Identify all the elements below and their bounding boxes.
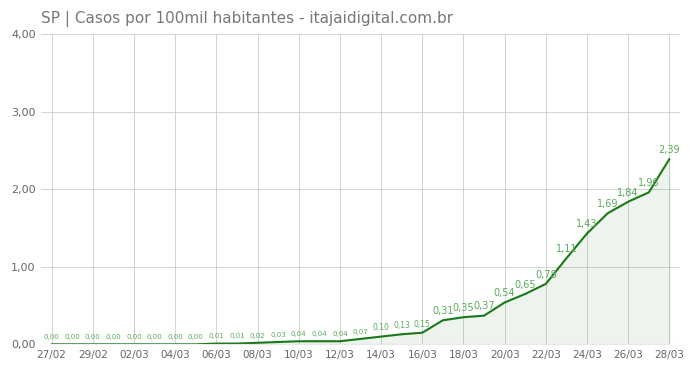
Text: 0,00: 0,00 bbox=[44, 334, 59, 340]
Text: 1,96: 1,96 bbox=[638, 178, 659, 188]
Text: 0,00: 0,00 bbox=[188, 334, 204, 340]
Text: 0,13: 0,13 bbox=[393, 321, 410, 330]
Text: 0,04: 0,04 bbox=[332, 331, 348, 337]
Text: 0,03: 0,03 bbox=[270, 332, 286, 338]
Text: 0,37: 0,37 bbox=[473, 302, 495, 312]
Text: 0,04: 0,04 bbox=[312, 331, 327, 337]
Text: 0,54: 0,54 bbox=[493, 288, 516, 298]
Text: 0,00: 0,00 bbox=[146, 334, 162, 340]
Text: 0,07: 0,07 bbox=[353, 329, 368, 335]
Text: 1,84: 1,84 bbox=[618, 187, 639, 197]
Text: 0,02: 0,02 bbox=[250, 333, 266, 339]
Text: 0,00: 0,00 bbox=[105, 334, 121, 340]
Text: 1,11: 1,11 bbox=[556, 244, 577, 254]
Text: 0,00: 0,00 bbox=[64, 334, 80, 340]
Text: 0,00: 0,00 bbox=[85, 334, 100, 340]
Text: 2,39: 2,39 bbox=[659, 145, 680, 155]
Text: 0,01: 0,01 bbox=[229, 334, 245, 339]
Text: 0,00: 0,00 bbox=[126, 334, 141, 340]
Text: 0,65: 0,65 bbox=[514, 280, 536, 290]
Text: 1,43: 1,43 bbox=[576, 219, 598, 229]
Text: 0,00: 0,00 bbox=[167, 334, 183, 340]
Text: 0,35: 0,35 bbox=[452, 303, 474, 313]
Text: 0,78: 0,78 bbox=[535, 270, 557, 280]
Text: 1,69: 1,69 bbox=[597, 199, 618, 209]
Text: 0,01: 0,01 bbox=[208, 334, 224, 339]
Text: 0,04: 0,04 bbox=[291, 331, 307, 337]
Text: 0,15: 0,15 bbox=[414, 319, 431, 329]
Text: 0,10: 0,10 bbox=[373, 324, 390, 332]
Text: 0,31: 0,31 bbox=[432, 306, 454, 316]
Text: SP | Casos por 100mil habitantes - itajaidigital.com.br: SP | Casos por 100mil habitantes - itaja… bbox=[41, 11, 454, 27]
